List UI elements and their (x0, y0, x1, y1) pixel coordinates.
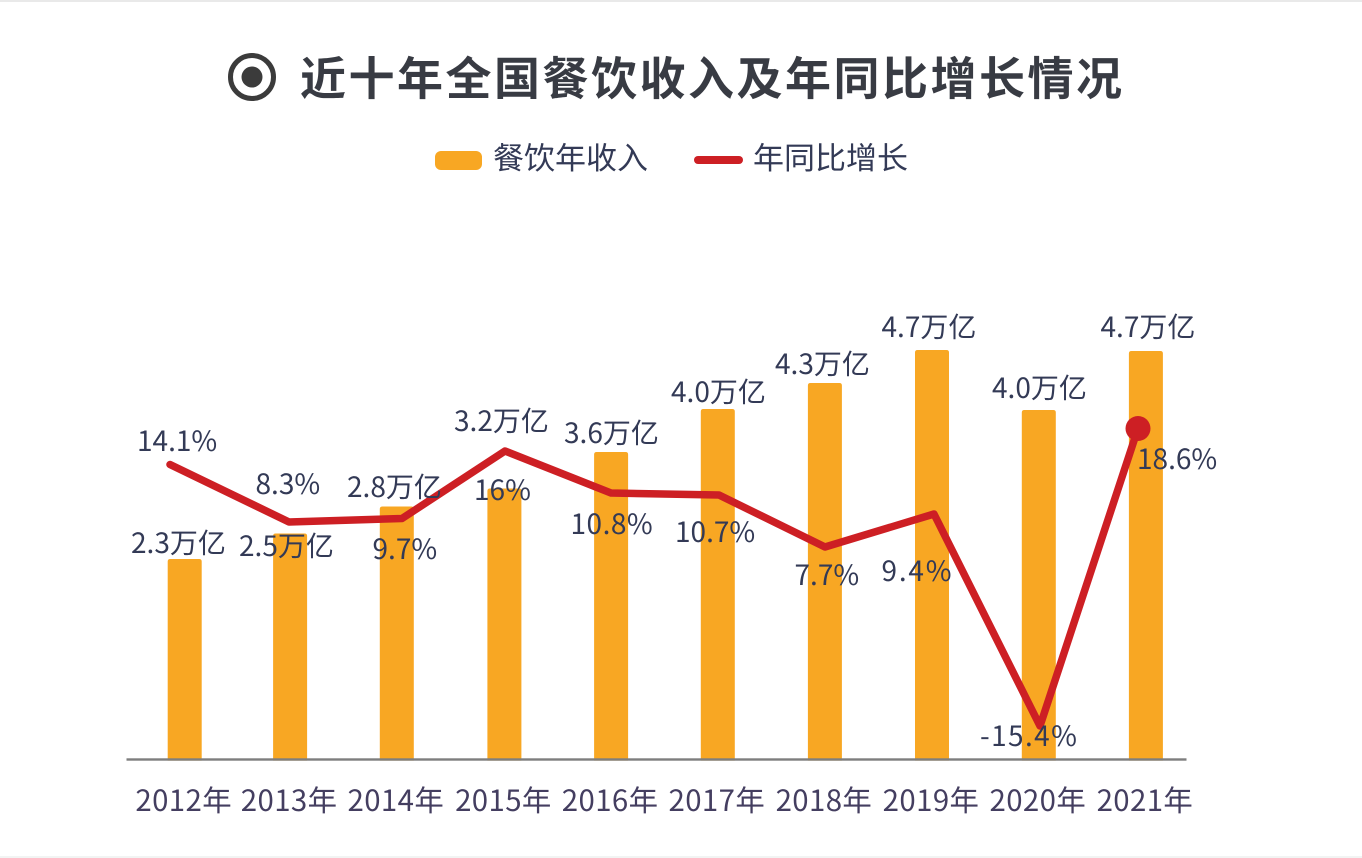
growth-value-label-2013年: 8.3% (255, 463, 321, 504)
category-label-2021年: 2021年 (1096, 778, 1194, 821)
chart-title: 近十年全国餐饮收入及年同比增长情况 (300, 42, 1125, 109)
bar-2019年 (915, 350, 949, 761)
legend-label-growth: 年同比增长 (753, 132, 908, 178)
growth-line-end-dot (1125, 416, 1151, 441)
growth-value-label-2012年: 14.1% (137, 419, 218, 460)
bar-2017年 (700, 409, 735, 761)
category-label-2016年: 2016年 (561, 778, 659, 821)
growth-value-label-2021年: 18.6% (1137, 438, 1218, 479)
bar-value-label-2012年: 2.3万亿 (131, 522, 226, 563)
growth-value-label-2014年: 9.7% (372, 528, 438, 569)
category-label-2019年: 2019年 (882, 778, 980, 821)
legend-line-swatch (693, 156, 743, 164)
bar-value-label-2013年: 2.5万亿 (239, 525, 334, 566)
bar-value-label-2017年: 4.0万亿 (671, 370, 766, 411)
legend-label-revenue: 餐饮年收入 (493, 132, 648, 178)
category-label-2013年: 2013年 (240, 778, 338, 821)
bar-value-label-2018年: 4.3万亿 (775, 342, 870, 383)
bar-value-label-2020年: 4.0万亿 (992, 367, 1087, 408)
bar-2021年 (1128, 351, 1163, 761)
growth-value-label-2016年: 10.8% (570, 502, 654, 543)
x-axis-line (126, 758, 1187, 761)
bar-value-label-2015年: 3.2万亿 (454, 399, 549, 440)
category-label-2017年: 2017年 (668, 778, 766, 821)
bar-value-label-2016年: 3.6万亿 (564, 412, 659, 453)
growth-value-label-2018年: 7.7% (794, 553, 860, 594)
category-label-2020年: 2020年 (989, 778, 1087, 821)
bar-2016年 (594, 452, 629, 761)
growth-line (166, 424, 1142, 730)
category-label-2015年: 2015年 (455, 778, 552, 821)
bar-2020年 (1021, 410, 1056, 761)
category-label-2012年: 2012年 (135, 778, 233, 821)
bottom-edge-line (0, 856, 1362, 858)
bar-value-label-2021年: 4.7万亿 (1100, 306, 1196, 347)
legend-bar-swatch (435, 150, 482, 170)
bar-2018年 (807, 383, 842, 761)
bar-2012年 (167, 559, 202, 761)
growth-value-label-2015年: 16% (474, 468, 531, 509)
bar-value-label-2014年: 2.8万亿 (347, 465, 442, 506)
category-label-2014年: 2014年 (347, 778, 445, 821)
growth-value-label-2020年: -15.4% (980, 715, 1079, 756)
category-label-2018年: 2018年 (775, 778, 873, 821)
growth-value-label-2019年: 9.4% (881, 549, 954, 590)
growth-value-label-2017年: 10.7% (675, 511, 756, 552)
bullseye-icon-dot (241, 66, 263, 87)
bar-2013年 (273, 533, 308, 761)
bullseye-icon (228, 52, 276, 101)
bar-2015年 (487, 488, 522, 761)
top-edge-line (0, 0, 1362, 2)
bar-2014年 (379, 506, 414, 761)
bar-value-label-2019年: 4.7万亿 (881, 306, 977, 347)
